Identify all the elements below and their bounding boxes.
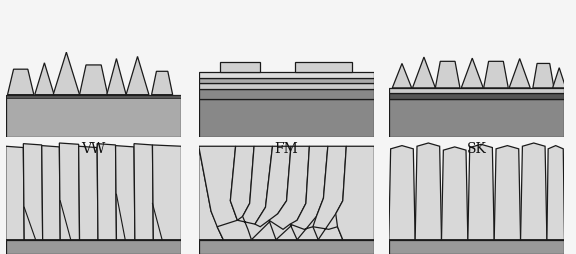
Bar: [389, 88, 564, 92]
Polygon shape: [199, 146, 237, 240]
Polygon shape: [134, 144, 153, 240]
Bar: [199, 146, 374, 240]
Polygon shape: [153, 145, 181, 240]
Polygon shape: [79, 146, 98, 240]
Bar: [220, 62, 260, 72]
Polygon shape: [79, 65, 108, 95]
Text: SK: SK: [467, 142, 487, 156]
Polygon shape: [107, 59, 126, 95]
Polygon shape: [42, 146, 60, 240]
Polygon shape: [251, 146, 291, 240]
Bar: [389, 99, 564, 137]
Polygon shape: [53, 52, 79, 95]
Polygon shape: [412, 57, 435, 88]
Polygon shape: [389, 146, 415, 240]
Text: FM: FM: [275, 142, 298, 156]
Bar: [199, 240, 374, 254]
Polygon shape: [290, 146, 328, 240]
Polygon shape: [35, 63, 54, 95]
Polygon shape: [435, 61, 460, 88]
Polygon shape: [521, 143, 547, 240]
Polygon shape: [494, 146, 521, 240]
Polygon shape: [415, 143, 441, 240]
Polygon shape: [392, 64, 412, 88]
Bar: [199, 72, 374, 78]
Bar: [199, 89, 374, 99]
Polygon shape: [7, 69, 34, 95]
Bar: [389, 92, 564, 99]
Bar: [6, 240, 181, 254]
Polygon shape: [217, 146, 272, 240]
Polygon shape: [199, 146, 223, 240]
Polygon shape: [484, 61, 508, 88]
Text: VW: VW: [81, 142, 106, 156]
Polygon shape: [468, 144, 494, 240]
Polygon shape: [336, 146, 374, 240]
Bar: [295, 62, 351, 72]
Polygon shape: [116, 146, 135, 240]
Polygon shape: [547, 146, 564, 240]
Polygon shape: [97, 144, 116, 240]
Polygon shape: [533, 64, 554, 88]
Polygon shape: [59, 143, 79, 240]
Bar: [6, 95, 181, 98]
Polygon shape: [441, 147, 468, 240]
Polygon shape: [151, 71, 173, 95]
Bar: [6, 95, 181, 137]
Polygon shape: [313, 146, 346, 240]
Polygon shape: [23, 144, 43, 240]
Polygon shape: [509, 59, 530, 88]
Polygon shape: [269, 146, 309, 240]
Polygon shape: [6, 146, 24, 240]
Polygon shape: [126, 56, 149, 95]
Bar: [389, 240, 564, 254]
Polygon shape: [461, 58, 483, 88]
Bar: [199, 99, 374, 137]
Polygon shape: [230, 146, 254, 220]
Polygon shape: [552, 68, 566, 88]
Bar: [199, 78, 374, 83]
Bar: [199, 83, 374, 89]
